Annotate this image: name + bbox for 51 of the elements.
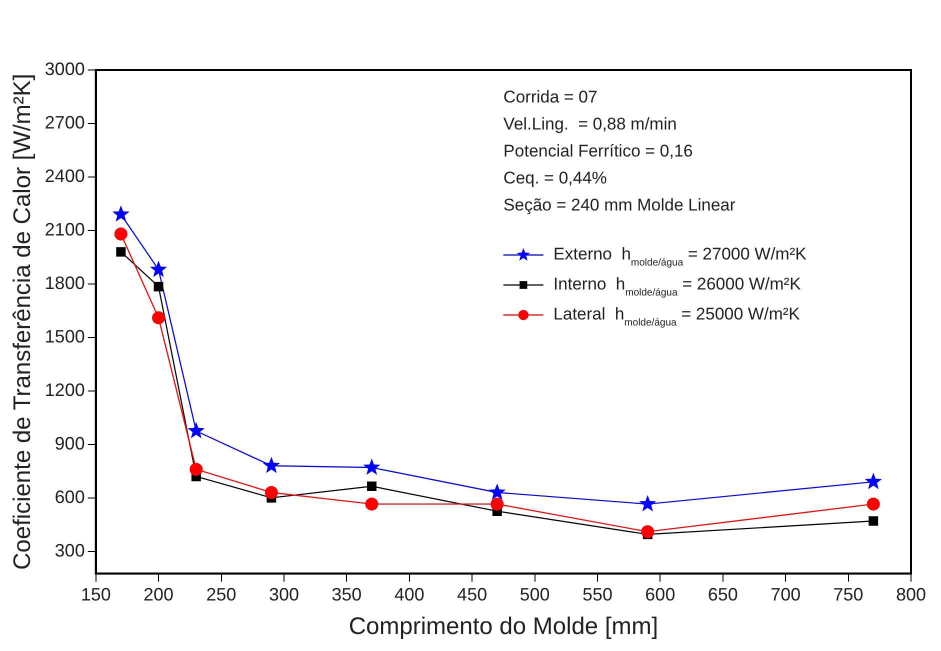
y-tick-label: 1500 xyxy=(44,326,85,346)
point xyxy=(112,205,130,222)
x-tick-label: 800 xyxy=(896,584,926,604)
x-tick-label: 150 xyxy=(80,584,111,604)
point xyxy=(864,472,882,490)
point xyxy=(150,260,168,277)
point xyxy=(152,311,166,324)
x-tick-label: 450 xyxy=(457,584,488,604)
annotation: Potencial Ferrítico = 0,16 xyxy=(503,142,693,161)
y-tick-label: 3000 xyxy=(44,58,85,79)
point xyxy=(490,498,504,511)
point xyxy=(262,456,280,474)
y-tick-label: 1800 xyxy=(44,272,85,293)
point xyxy=(488,483,506,500)
point xyxy=(190,462,203,476)
annotation: Vel.Ling. = 0,88 m/min xyxy=(503,114,677,134)
y-axis-title: Coeficiente de Transferência de Calor [W/m²K] xyxy=(9,74,36,570)
annotation: Ceq. = 0,44% xyxy=(503,168,607,188)
x-tick-label: 400 xyxy=(394,584,424,604)
y-tick-label: 1200 xyxy=(44,380,85,400)
annotation: Corrida = 07 xyxy=(503,88,598,107)
point xyxy=(868,516,878,526)
point xyxy=(365,498,378,511)
y-tick-label: 600 xyxy=(54,486,85,507)
y-tick-label: 2100 xyxy=(44,219,85,240)
x-tick-label: 300 xyxy=(268,584,299,604)
x-tick-label: 250 xyxy=(206,584,236,604)
point xyxy=(367,482,376,491)
point xyxy=(188,422,205,438)
x-tick-label: 550 xyxy=(582,584,612,604)
x-tick-label: 650 xyxy=(708,584,738,604)
point xyxy=(116,247,126,257)
point xyxy=(264,486,278,499)
point xyxy=(866,498,880,511)
x-tick-label: 200 xyxy=(144,584,174,604)
x-tick-label: 600 xyxy=(645,584,676,604)
y-tick-label: 2700 xyxy=(44,112,85,132)
point xyxy=(114,228,128,241)
y-tick-label: 2400 xyxy=(44,166,85,186)
x-tick-label: 700 xyxy=(770,584,801,604)
x-axis-title: Comprimento do Molde [mm] xyxy=(348,613,658,640)
x-tick-label: 350 xyxy=(332,584,362,604)
y-tick-label: 300 xyxy=(54,540,85,560)
point xyxy=(641,525,654,538)
point xyxy=(639,495,656,512)
point xyxy=(154,282,164,292)
x-tick-label: 750 xyxy=(833,584,864,604)
point xyxy=(363,458,380,475)
y-tick-label: 900 xyxy=(54,433,85,454)
x-tick-label: 500 xyxy=(520,584,550,604)
annotation: Seção = 240 mm Molde Linear xyxy=(503,196,736,215)
